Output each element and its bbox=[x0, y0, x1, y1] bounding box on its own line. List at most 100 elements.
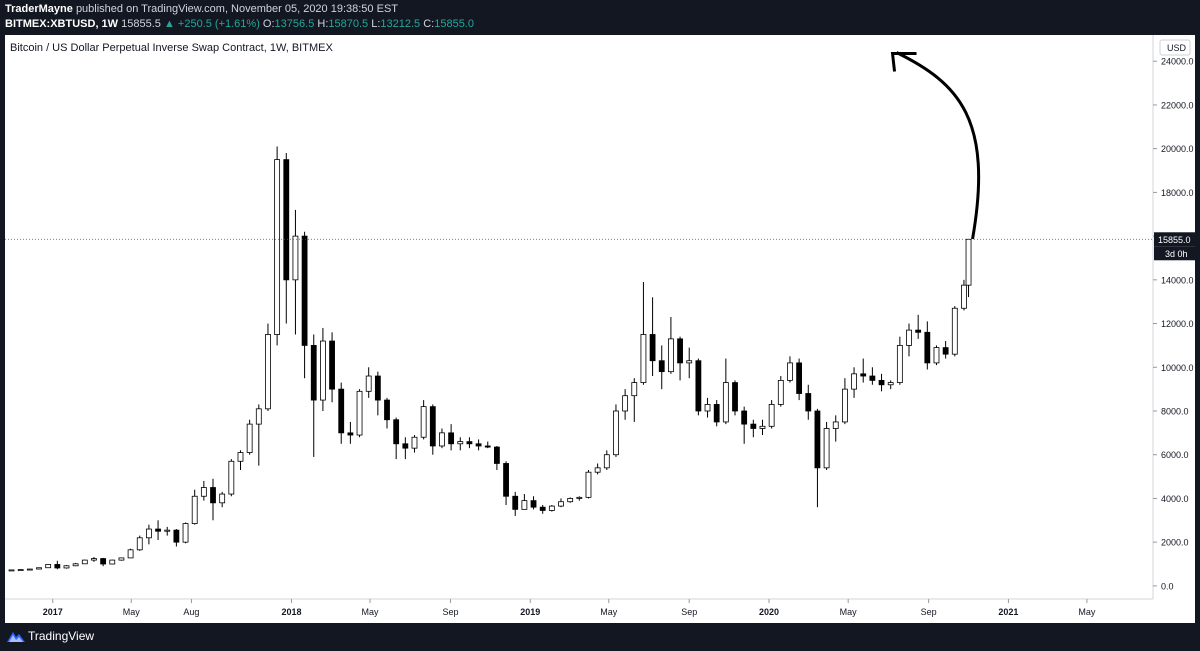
candle[interactable] bbox=[228, 459, 235, 497]
candle[interactable] bbox=[768, 400, 775, 429]
candle[interactable] bbox=[503, 461, 509, 505]
candle[interactable] bbox=[677, 336, 683, 381]
candle[interactable] bbox=[686, 347, 693, 379]
candle[interactable] bbox=[292, 209, 299, 335]
candle[interactable] bbox=[594, 463, 601, 475]
candle[interactable] bbox=[91, 557, 97, 562]
candle[interactable] bbox=[695, 358, 702, 416]
candle[interactable] bbox=[842, 378, 848, 425]
candle[interactable] bbox=[961, 279, 967, 311]
candle[interactable] bbox=[576, 496, 583, 501]
candle[interactable] bbox=[787, 356, 793, 383]
candle[interactable] bbox=[915, 314, 922, 339]
candle[interactable] bbox=[393, 417, 400, 460]
candle[interactable] bbox=[384, 397, 390, 429]
candle[interactable] bbox=[8, 569, 15, 572]
candle[interactable] bbox=[585, 470, 592, 499]
candle[interactable] bbox=[951, 306, 958, 357]
candle[interactable] bbox=[219, 491, 226, 508]
candle[interactable] bbox=[127, 548, 134, 559]
candle[interactable] bbox=[155, 520, 161, 540]
candle[interactable] bbox=[100, 557, 107, 567]
candle[interactable] bbox=[448, 424, 455, 451]
candle[interactable] bbox=[933, 345, 940, 366]
candle[interactable] bbox=[320, 327, 326, 411]
candle[interactable] bbox=[54, 560, 61, 570]
candle[interactable] bbox=[860, 358, 867, 383]
candle[interactable] bbox=[539, 505, 546, 514]
candle[interactable] bbox=[411, 435, 418, 453]
candle[interactable] bbox=[274, 146, 281, 346]
candle[interactable] bbox=[136, 535, 143, 551]
candle[interactable] bbox=[668, 317, 674, 374]
candle[interactable] bbox=[466, 437, 473, 449]
candle[interactable] bbox=[338, 382, 345, 444]
candle[interactable] bbox=[265, 323, 271, 411]
candle[interactable] bbox=[17, 569, 24, 571]
candle[interactable] bbox=[36, 567, 42, 570]
candle[interactable] bbox=[439, 428, 445, 449]
candle[interactable] bbox=[896, 336, 903, 385]
candle[interactable] bbox=[658, 345, 665, 390]
candle[interactable] bbox=[237, 450, 244, 471]
candle[interactable] bbox=[72, 562, 79, 567]
candle[interactable] bbox=[924, 321, 931, 370]
candle[interactable] bbox=[603, 450, 610, 471]
candle[interactable] bbox=[329, 332, 335, 403]
candle[interactable] bbox=[420, 400, 427, 440]
candle[interactable] bbox=[640, 282, 647, 385]
candle[interactable] bbox=[246, 419, 253, 455]
candle[interactable] bbox=[805, 384, 812, 420]
candle[interactable] bbox=[512, 491, 519, 516]
candle[interactable] bbox=[622, 389, 629, 420]
candle[interactable] bbox=[796, 358, 803, 401]
candle[interactable] bbox=[649, 297, 656, 377]
candle[interactable] bbox=[750, 419, 757, 438]
candle[interactable] bbox=[823, 421, 830, 471]
candle[interactable] bbox=[741, 406, 748, 444]
candle[interactable] bbox=[81, 559, 88, 565]
candle[interactable] bbox=[347, 421, 354, 444]
candle[interactable] bbox=[191, 489, 198, 525]
candle[interactable] bbox=[484, 441, 491, 449]
candle[interactable] bbox=[283, 153, 290, 324]
candle[interactable] bbox=[26, 568, 33, 571]
candle[interactable] bbox=[457, 437, 464, 451]
candle[interactable] bbox=[164, 526, 171, 536]
candle[interactable] bbox=[429, 404, 436, 455]
candle[interactable] bbox=[832, 415, 839, 442]
candle[interactable] bbox=[567, 497, 574, 503]
candle[interactable] bbox=[777, 376, 784, 407]
publisher-name[interactable]: TraderMayne bbox=[5, 3, 73, 15]
candle[interactable] bbox=[494, 445, 500, 471]
candle[interactable] bbox=[906, 323, 912, 357]
candle[interactable] bbox=[356, 389, 363, 438]
candle[interactable] bbox=[255, 404, 262, 466]
candle[interactable] bbox=[521, 494, 528, 510]
candle[interactable] bbox=[45, 564, 52, 569]
candle[interactable] bbox=[732, 380, 738, 416]
candle[interactable] bbox=[475, 439, 482, 451]
candle[interactable] bbox=[200, 480, 207, 501]
candle[interactable] bbox=[942, 341, 949, 359]
candle[interactable] bbox=[887, 380, 894, 390]
candle[interactable] bbox=[869, 367, 876, 385]
candle[interactable] bbox=[530, 496, 537, 510]
candle[interactable] bbox=[109, 559, 116, 565]
candle[interactable] bbox=[558, 498, 564, 508]
candle[interactable] bbox=[301, 231, 308, 379]
candle[interactable] bbox=[851, 367, 857, 398]
candle[interactable] bbox=[704, 397, 711, 418]
candle[interactable] bbox=[814, 408, 821, 508]
candle[interactable] bbox=[631, 378, 638, 422]
candle[interactable] bbox=[548, 505, 555, 512]
candle[interactable] bbox=[613, 404, 619, 457]
candle[interactable] bbox=[310, 334, 317, 457]
candle[interactable] bbox=[365, 367, 372, 398]
candle[interactable] bbox=[402, 437, 409, 460]
candle[interactable] bbox=[173, 529, 180, 547]
candle[interactable] bbox=[759, 419, 766, 436]
candle[interactable] bbox=[63, 565, 70, 569]
candle[interactable] bbox=[722, 358, 729, 425]
candle[interactable] bbox=[146, 524, 152, 545]
